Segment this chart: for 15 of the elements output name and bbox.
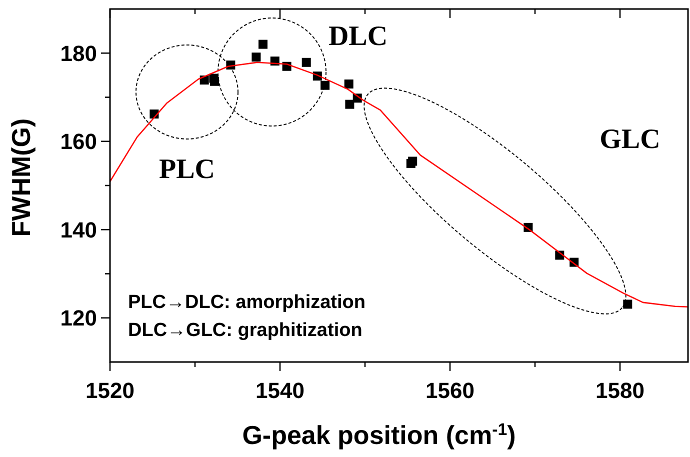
annotation: PLC xyxy=(159,154,215,185)
annotation: DLC→GLC: graphitization xyxy=(128,320,362,341)
y-axis-title: FWHM(G) xyxy=(6,118,36,237)
annotation: GLC xyxy=(600,124,660,155)
annotation: DLC xyxy=(328,21,388,52)
y-tick-label: 140 xyxy=(60,217,97,242)
x-tick-label: 1520 xyxy=(86,378,134,403)
y-tick-label: 160 xyxy=(60,129,97,154)
x-axis-title: G-peak position (cm$^{-1}$) xyxy=(242,420,516,450)
y-tick-label: 180 xyxy=(60,40,97,66)
y-tick-label: 120 xyxy=(60,306,97,331)
x-tick-label: 1560 xyxy=(426,378,474,403)
annotation: PLC→DLC: amorphization xyxy=(128,292,366,313)
x-tick-label: 1540 xyxy=(256,378,304,403)
x-tick-label: 1580 xyxy=(596,378,644,403)
